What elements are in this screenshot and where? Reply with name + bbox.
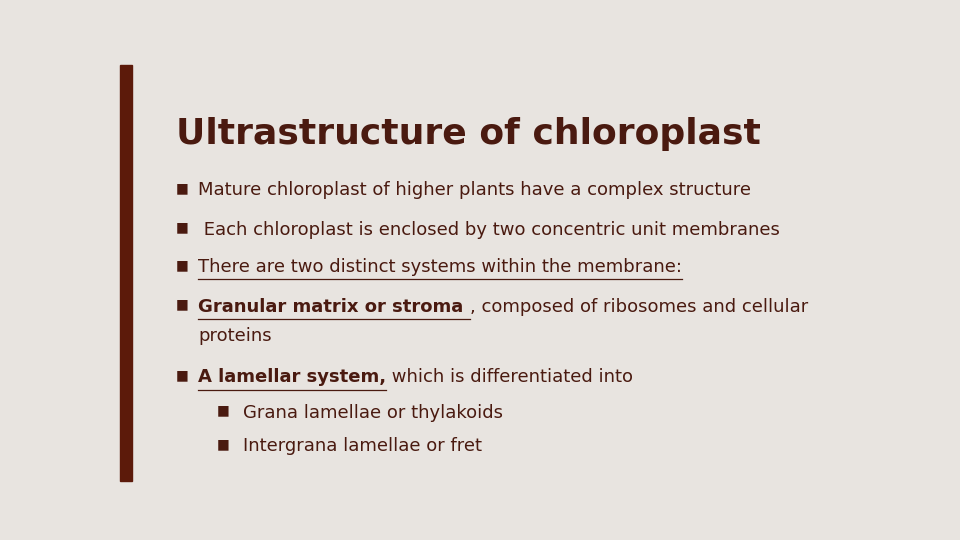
Text: ■: ■: [176, 181, 188, 195]
Text: A lamellar system,: A lamellar system,: [198, 368, 386, 386]
Text: , composed of ribosomes and cellular: , composed of ribosomes and cellular: [469, 298, 808, 316]
Text: ■: ■: [217, 404, 229, 417]
Text: ■: ■: [176, 298, 188, 312]
Text: Grana lamellae or thylakoids: Grana lamellae or thylakoids: [243, 404, 503, 422]
Text: Each chloroplast is enclosed by two concentric unit membranes: Each chloroplast is enclosed by two conc…: [198, 221, 780, 239]
Text: Granular matrix or stroma: Granular matrix or stroma: [198, 298, 469, 316]
Text: ■: ■: [176, 368, 188, 382]
Text: Ultrastructure of chloroplast: Ultrastructure of chloroplast: [176, 117, 760, 151]
Text: ■: ■: [217, 437, 229, 451]
Text: proteins: proteins: [198, 327, 272, 345]
Text: which is differentiated into: which is differentiated into: [386, 368, 634, 386]
Text: Mature chloroplast of higher plants have a complex structure: Mature chloroplast of higher plants have…: [198, 181, 751, 199]
Text: ■: ■: [176, 221, 188, 235]
Bar: [120, 65, 132, 481]
Text: Intergrana lamellae or fret: Intergrana lamellae or fret: [243, 437, 482, 455]
Text: ■: ■: [176, 258, 188, 272]
Text: There are two distinct systems within the membrane:: There are two distinct systems within th…: [198, 258, 683, 276]
